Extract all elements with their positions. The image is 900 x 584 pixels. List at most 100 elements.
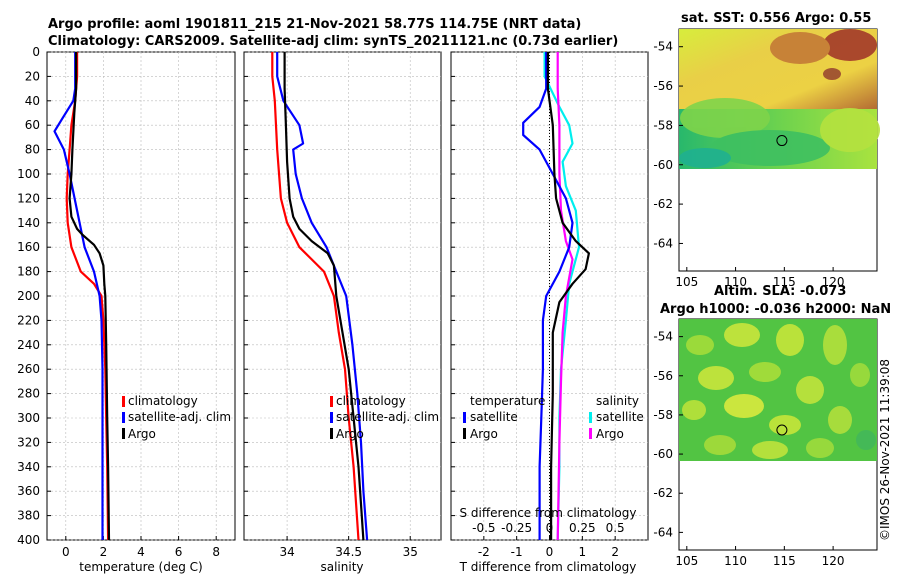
- sst-cool-patch: [680, 98, 770, 138]
- xtick-label: 8: [212, 545, 220, 559]
- map-xtick-label: 115: [773, 554, 796, 568]
- legend-swatch-satellite: [122, 412, 125, 423]
- sla-blob: [724, 394, 764, 418]
- legend-label-argo: Argo: [336, 427, 364, 441]
- sla-map-xticks: 105 110 115 120: [675, 546, 845, 568]
- sla-blob: [749, 362, 781, 382]
- xtick-label: 1: [579, 545, 587, 559]
- sla-blob: [806, 438, 834, 458]
- salinity-xticks: 34 34.5 35: [279, 545, 417, 559]
- map-ytick-label: -62: [653, 486, 673, 500]
- difference-panel: -2 -1 0 1 2 -0.5 -0.25 0 0.25 0.5 S difference f…: [450, 51, 649, 574]
- legend-label-satellite: satellite-adj. clim: [336, 410, 439, 424]
- sla-map: Altim. SLA: -0.073 Argo h1000: -0.036 h2…: [653, 284, 891, 568]
- sst-map-yticks: -54 -56 -58 -60 -62 -64: [653, 40, 683, 250]
- legend-label-climatology: climatology: [336, 394, 406, 408]
- depth-tick-label: 140: [17, 216, 40, 230]
- top-tick-label: -0.5: [472, 521, 495, 535]
- legend-swatch-salinity-satellite: [589, 412, 592, 423]
- sst-map: sat. SST: 0.556 Argo: 0.55 -54-56-58-60-…: [653, 11, 880, 289]
- depth-tick-label: 280: [17, 387, 40, 401]
- sla-map-title-line2: Argo h1000: -0.036 h2000: NaN: [660, 302, 891, 317]
- map-ytick-label: -54: [653, 330, 673, 344]
- depth-tick-label: 0: [32, 45, 40, 59]
- map-xtick-label: 120: [822, 554, 845, 568]
- sla-blob: [823, 325, 847, 365]
- depth-tick-label: 340: [17, 460, 40, 474]
- depth-tick-label: 180: [17, 265, 40, 279]
- legend-swatch-salinity-argo: [589, 428, 592, 439]
- xtick-label: 35: [403, 545, 418, 559]
- legend-swatch-argo: [463, 428, 466, 439]
- series-line-temperature-argo: [546, 52, 591, 540]
- difference-xticks: -2 -1 0 1 2: [478, 545, 619, 559]
- difference-legend-salinity: salinity satellite Argo: [589, 394, 644, 441]
- map-xtick-label: 105: [675, 554, 698, 568]
- sla-map-title-line1: Altim. SLA: -0.073: [714, 284, 846, 299]
- series-line-temperature-satellite: [522, 52, 574, 540]
- sst-map-title: sat. SST: 0.556 Argo: 0.55: [681, 11, 871, 26]
- difference-top-label: S difference from climatology: [460, 506, 637, 520]
- difference-top-ticks: -0.5 -0.25 0 0.25 0.5: [472, 521, 625, 535]
- series-line-argo: [283, 52, 365, 540]
- sst-field-patches: [679, 29, 880, 168]
- xtick-label: -2: [478, 545, 490, 559]
- top-tick-label: 0: [546, 521, 554, 535]
- legend-swatch-satellite: [463, 412, 466, 423]
- xtick-label: 0: [62, 545, 70, 559]
- difference-legend-temperature: temperature satellite Argo: [463, 394, 545, 441]
- difference-xlabel: T difference from climatology: [459, 560, 637, 574]
- depth-tick-label: 20: [25, 69, 40, 83]
- sst-map-xticks: 105 110 115 120: [675, 267, 845, 289]
- legend-swatch-argo: [122, 428, 125, 439]
- sla-blob: [686, 335, 714, 355]
- depth-tick-label: 80: [25, 143, 40, 157]
- map-ytick-label: -56: [653, 79, 673, 93]
- series-line-satellite: [276, 52, 369, 540]
- legend-label-satellite: satellite-adj. clim: [128, 410, 231, 424]
- sst-warm-patch: [823, 29, 877, 61]
- depth-tick-label: 200: [17, 289, 40, 303]
- xtick-label: 6: [175, 545, 183, 559]
- depth-tick-label: 260: [17, 362, 40, 376]
- sla-blob: [752, 441, 788, 459]
- temperature-panel: 0 2 4 6 8 temperature (deg C) climatology sa…: [46, 51, 236, 574]
- depth-tick-label: 320: [17, 435, 40, 449]
- legend-swatch-argo: [330, 428, 333, 439]
- legend-label-salinity-satellite: satellite: [596, 410, 644, 424]
- map-ytick-label: -60: [653, 158, 673, 172]
- sst-cool-patch: [710, 130, 830, 166]
- series-line-satellite: [53, 52, 104, 540]
- top-tick-label: -0.25: [501, 521, 532, 535]
- sla-blob: [796, 376, 824, 404]
- map-xtick-label: 120: [822, 275, 845, 289]
- map-ytick-label: -54: [653, 40, 673, 54]
- depth-tick-label: 220: [17, 313, 40, 327]
- depth-tick-label: 240: [17, 338, 40, 352]
- series-line-salinity-argo: [556, 52, 574, 540]
- sst-warm-patch: [823, 68, 841, 80]
- xtick-label: 2: [100, 545, 108, 559]
- map-ytick-label: -62: [653, 197, 673, 211]
- temperature-lines: [53, 52, 111, 540]
- salinity-xlabel: salinity: [320, 560, 363, 574]
- depth-tick-label: 360: [17, 484, 40, 498]
- map-xtick-label: 105: [675, 275, 698, 289]
- sla-blob: [724, 323, 760, 347]
- xtick-label: -1: [511, 545, 523, 559]
- xtick-label: 0: [546, 545, 554, 559]
- map-xtick-label: 110: [724, 554, 747, 568]
- top-tick-label: 0.5: [606, 521, 625, 535]
- map-ytick-label: -56: [653, 369, 673, 383]
- sla-blob: [698, 366, 734, 390]
- sst-cool-patch: [679, 148, 731, 168]
- map-ytick-label: -58: [653, 408, 673, 422]
- salinity-legend: climatology satellite-adj. clim Argo: [330, 394, 439, 441]
- depth-tick-label: 400: [17, 533, 40, 547]
- temperature-grid: [47, 51, 235, 541]
- depth-tick-label: 120: [17, 191, 40, 205]
- series-line-argo: [68, 52, 111, 540]
- sla-map-yticks: -54 -56 -58 -60 -62 -64: [653, 330, 683, 539]
- map-ytick-label: -64: [653, 525, 673, 539]
- map-xtick-label: 115: [773, 275, 796, 289]
